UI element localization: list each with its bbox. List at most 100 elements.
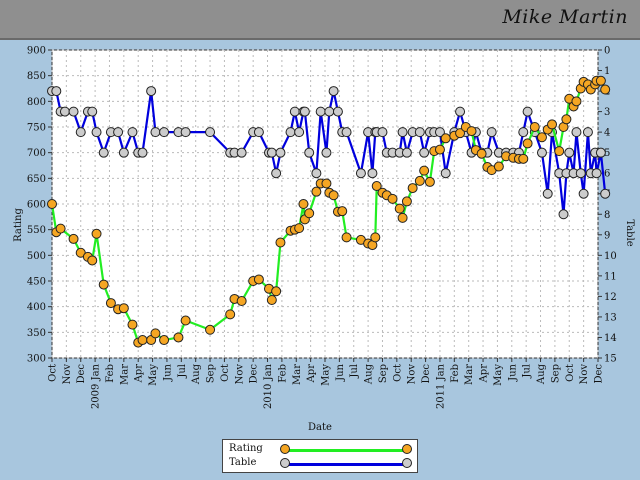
table-point	[440, 168, 451, 179]
tick-label-right: 0	[604, 46, 610, 57]
rating-point	[98, 279, 109, 290]
rating-point	[68, 233, 79, 244]
legend: Rating Table	[222, 439, 418, 473]
player-name: Mike Martin	[502, 6, 628, 28]
y-axis-right-ticks: 0123456789101112131415	[598, 46, 617, 365]
rating-point	[337, 206, 348, 217]
rating-point	[571, 96, 582, 107]
grid-y	[52, 49, 598, 359]
rating-point	[561, 114, 572, 125]
tick-label-right: 12	[604, 292, 617, 303]
tick-label-right: 15	[604, 354, 617, 365]
tick-label-x: Dec	[76, 364, 87, 384]
table-point	[294, 127, 305, 138]
table-point	[341, 127, 352, 138]
table-point	[118, 147, 129, 158]
table-point	[522, 106, 533, 117]
legend-line-table	[285, 463, 407, 466]
rating-point	[294, 223, 305, 234]
tick-label-left: 600	[27, 200, 46, 211]
table-point	[91, 127, 102, 138]
tick-label-x: Feb	[277, 364, 288, 383]
table-point	[75, 127, 86, 138]
table-point	[419, 147, 430, 158]
x-axis-ticks: Oct Nov Dec 2009 Jan Feb Mar Apr May Jun Jul Aug Se…	[48, 358, 605, 409]
tick-label-x: Oct	[220, 364, 231, 382]
tick-label-x: Jul	[522, 364, 533, 379]
rating-point	[554, 146, 565, 157]
table-point	[434, 127, 445, 138]
tick-label-x: Mar	[292, 364, 303, 385]
tick-label-x: Jun	[507, 363, 518, 381]
tick-label-left: 450	[27, 277, 46, 288]
table-point	[98, 147, 109, 158]
rating-point	[321, 178, 332, 189]
tick-label-right: 8	[604, 210, 610, 221]
rating-point	[440, 133, 451, 144]
tick-label-left: 400	[27, 302, 46, 313]
rating-point	[137, 335, 148, 346]
table-point	[68, 106, 79, 117]
rating-point	[518, 153, 529, 164]
rating-point	[275, 237, 286, 248]
table-point	[205, 127, 216, 138]
table-point	[51, 86, 62, 97]
tick-label-x: 2010 Jan	[263, 363, 274, 409]
tick-label-right: 6	[604, 169, 610, 180]
rating-point	[105, 298, 116, 309]
rating-point	[493, 161, 504, 172]
legend-marker-rating	[402, 444, 412, 454]
rating-point	[298, 199, 309, 209]
x-axis-title: Date	[308, 422, 332, 433]
rating-point	[476, 148, 487, 159]
rating-point	[159, 335, 170, 346]
rating-point	[419, 165, 430, 176]
tick-label-x: Aug	[364, 363, 375, 385]
rating-point	[529, 122, 540, 132]
tick-label-left: 800	[27, 97, 46, 108]
rating-point	[127, 319, 138, 330]
rating-point	[225, 309, 236, 320]
tick-label-x: Jun	[162, 363, 173, 381]
rating-point	[205, 324, 216, 335]
tick-label-x: Apr	[306, 364, 317, 384]
tick-label-right: 9	[604, 230, 610, 241]
table-point	[355, 168, 366, 179]
table-point	[575, 168, 586, 179]
tick-label-right: 14	[604, 333, 617, 344]
tick-label-x: 2009 Jan	[91, 363, 102, 409]
tick-label-right: 13	[604, 312, 617, 323]
tick-label-right: 5	[604, 148, 610, 159]
table-point	[367, 168, 378, 179]
tick-label-x: Nov	[579, 364, 590, 385]
table-point	[401, 147, 412, 158]
tick-label-x: Sep	[206, 364, 217, 383]
legend-marker-table	[402, 458, 412, 468]
table-point	[328, 86, 339, 97]
tick-label-x: Apr	[479, 364, 490, 384]
tick-label-x: Oct	[392, 364, 403, 382]
table-point	[564, 147, 575, 158]
rating-point	[55, 223, 66, 234]
table-point	[146, 86, 157, 97]
rating-point	[397, 212, 408, 223]
tick-label-x: Dec	[249, 364, 260, 384]
table-point	[578, 188, 589, 199]
table-point	[87, 106, 98, 117]
y-axis-left-title: Rating	[13, 208, 24, 242]
y-axis-left-ticks: 300 350 400 450 500 550 600 650 700 750 800 850 900	[27, 46, 52, 365]
tick-label-left: 850	[27, 71, 46, 82]
rating-point	[180, 315, 191, 326]
tick-label-x: Feb	[450, 364, 461, 383]
rating-point	[91, 228, 102, 239]
series-table	[47, 86, 611, 220]
table-point	[518, 127, 529, 138]
tick-label-left: 750	[27, 123, 46, 134]
table-point	[582, 127, 593, 138]
rating-point	[424, 176, 435, 187]
rating-point	[341, 232, 352, 243]
tick-label-left: 350	[27, 328, 46, 339]
legend-line-rating	[285, 449, 407, 452]
tick-label-x: May	[321, 364, 332, 386]
